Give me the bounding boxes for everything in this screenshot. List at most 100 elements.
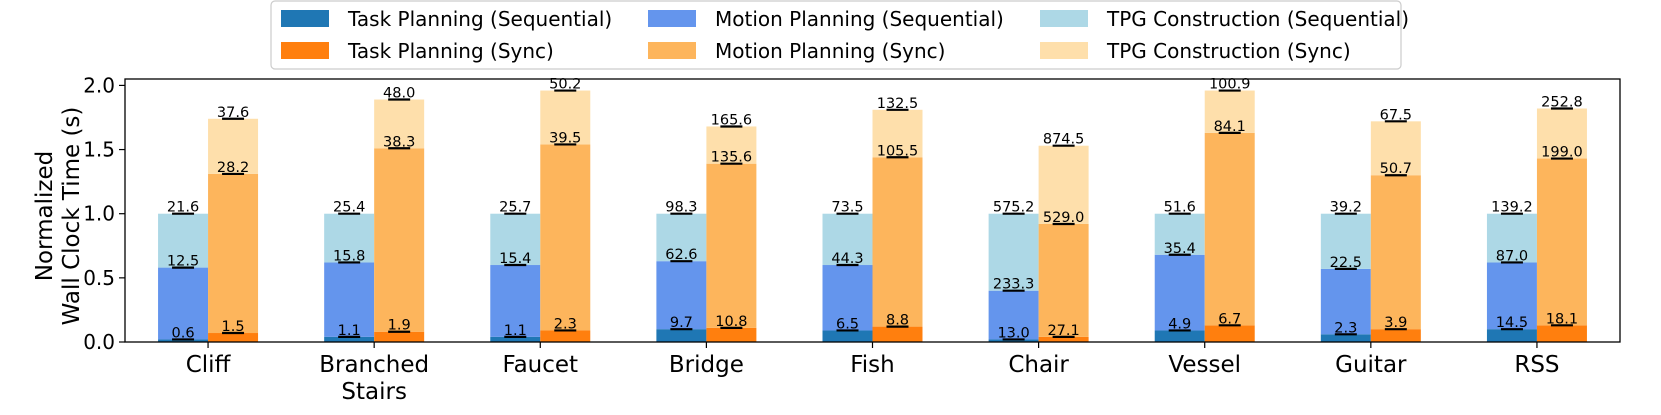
bar-sync-motion-planning [1038, 223, 1089, 337]
x-tick-label: Bridge [669, 352, 744, 378]
bar-sync-motion-planning [1204, 132, 1255, 326]
y-tick-label: 0.5 [83, 266, 115, 290]
data-label-sequential-motion-planning: 15.8 [333, 248, 365, 264]
legend-swatch [1040, 10, 1088, 27]
data-label-sequential-motion-planning: 22.5 [1330, 255, 1362, 271]
data-label-sync-tpg-construction: 100.9 [1209, 77, 1251, 93]
bar-sequential-task-planning [656, 329, 707, 342]
bar-sequential-tpg-construction [1154, 213, 1205, 255]
bar-sequential-tpg-construction [1486, 213, 1537, 263]
data-label-sync-task-planning: 1.5 [222, 319, 245, 335]
bar-sequential-tpg-construction [1320, 213, 1371, 269]
data-label-sync-motion-planning: 199.0 [1541, 145, 1583, 161]
data-label-sequential-motion-planning: 62.6 [665, 247, 697, 263]
bar-sync-tpg-construction [374, 99, 425, 149]
bar-sequential-motion-planning [988, 290, 1039, 340]
bar-sync-motion-planning [540, 144, 591, 331]
data-label-sequential-tpg-construction: 73.5 [831, 200, 863, 216]
bar-sequential-task-planning [1320, 334, 1371, 342]
data-label-sequential-tpg-construction: 21.6 [167, 200, 199, 216]
legend-label: Motion Planning (Sync) [715, 39, 945, 63]
bar-sequential-tpg-construction [988, 213, 1039, 291]
data-label-sync-motion-planning: 84.1 [1214, 119, 1246, 135]
legend: Task Planning (Sequential) Motion Plannin… [270, 0, 1409, 70]
bar-sync-task-planning [208, 333, 259, 342]
bar-sequential-task-planning [988, 339, 1039, 342]
legend-swatch [1040, 42, 1088, 59]
bar-sync-motion-planning [1536, 158, 1587, 326]
bar-sync-tpg-construction [1536, 108, 1587, 159]
legend-swatch [648, 42, 696, 59]
bar-sequential-tpg-construction [158, 213, 209, 268]
bar-sequential-task-planning [822, 330, 873, 342]
bar-sequential-task-planning [158, 339, 209, 342]
data-label-sequential-tpg-construction: 25.7 [499, 200, 531, 216]
bar-sync-motion-planning [872, 157, 923, 327]
bar-sync-motion-planning [1370, 175, 1421, 330]
x-tick-label: Faucet [502, 352, 578, 378]
data-label-sync-motion-planning: 105.5 [877, 143, 919, 159]
legend-box [270, 0, 1402, 70]
legend-label: TPG Construction (Sync) [1106, 39, 1351, 63]
y-tick-label: 1.0 [83, 202, 115, 226]
x-tick-label: Fish [850, 352, 895, 378]
data-label-sync-motion-planning: 135.6 [711, 150, 753, 166]
data-labels: 0.6 12.5 21.6 1.5 28.2 37.6 1.1 15.8 25.4 1.9 38.3… [167, 77, 1583, 342]
bar-sequential-motion-planning [158, 267, 209, 340]
data-label-sync-task-planning: 6.7 [1218, 311, 1241, 327]
bar-sequential-task-planning [1486, 329, 1537, 342]
data-label-sequential-task-planning: 9.7 [670, 315, 693, 331]
legend-swatch [281, 42, 329, 59]
bar-sequential-motion-planning [324, 262, 375, 337]
y-axis-label-line2: Wall Clock Time (s) [59, 107, 85, 326]
bar-sequential-motion-planning [490, 265, 541, 337]
bar-sequential-task-planning [1154, 330, 1205, 342]
bar-sequential-task-planning [490, 336, 541, 342]
data-label-sync-tpg-construction: 67.5 [1380, 107, 1412, 123]
bar-sequential-motion-planning [656, 261, 707, 330]
data-label-sequential-motion-planning: 44.3 [831, 251, 863, 267]
bar-sequential-task-planning [324, 336, 375, 342]
legend-swatch [648, 10, 696, 27]
bar-sequential-motion-planning [822, 265, 873, 331]
data-label-sync-motion-planning: 38.3 [383, 134, 415, 150]
data-label-sync-motion-planning: 50.7 [1380, 161, 1412, 177]
error-bars [172, 89, 1573, 341]
y-tick-label: 2.0 [83, 73, 115, 97]
data-label-sequential-task-planning: 13.0 [997, 325, 1029, 341]
bar-sync-motion-planning [208, 173, 259, 334]
x-tick-label: Vessel [1168, 352, 1241, 378]
x-tick-label: Cliff [186, 352, 232, 378]
data-label-sync-task-planning: 1.9 [388, 318, 411, 334]
x-tick-label: Stairs [341, 379, 407, 405]
bar-sync-tpg-construction [208, 118, 259, 174]
bar-sync-tpg-construction [706, 126, 757, 164]
x-tick-label: Chair [1008, 352, 1069, 378]
data-label-sync-task-planning: 8.8 [886, 313, 909, 329]
bar-sync-motion-planning [374, 148, 425, 332]
bar-sync-task-planning [374, 331, 425, 342]
bar-sync-motion-planning [706, 163, 757, 328]
y-axis: 0.0 0.5 1.0 1.5 2.0 [83, 73, 125, 354]
bars [158, 90, 1587, 342]
data-label-sequential-tpg-construction: 139.2 [1491, 200, 1533, 216]
bar-sequential-tpg-construction [490, 213, 541, 266]
x-tick-label: RSS [1514, 352, 1559, 378]
data-label-sync-task-planning: 3.9 [1384, 315, 1407, 331]
data-label-sync-tpg-construction: 874.5 [1043, 132, 1085, 148]
data-label-sync-tpg-construction: 252.8 [1541, 95, 1583, 111]
bar-sync-tpg-construction [540, 90, 591, 145]
bar-sync-tpg-construction [1204, 90, 1255, 133]
data-label-sync-tpg-construction: 48.0 [383, 86, 415, 102]
legend-label: Task Planning (Sync) [347, 39, 554, 63]
data-label-sync-task-planning: 18.1 [1546, 311, 1578, 327]
bar-sync-tpg-construction [1370, 121, 1421, 176]
bar-sync-task-planning [1204, 325, 1255, 342]
bar-sync-task-planning [872, 326, 923, 342]
data-label-sync-tpg-construction: 50.2 [549, 77, 581, 93]
data-label-sync-tpg-construction: 132.5 [877, 96, 919, 112]
legend-label: Motion Planning (Sequential) [715, 7, 1004, 31]
bar-sequential-motion-planning [1154, 254, 1205, 331]
